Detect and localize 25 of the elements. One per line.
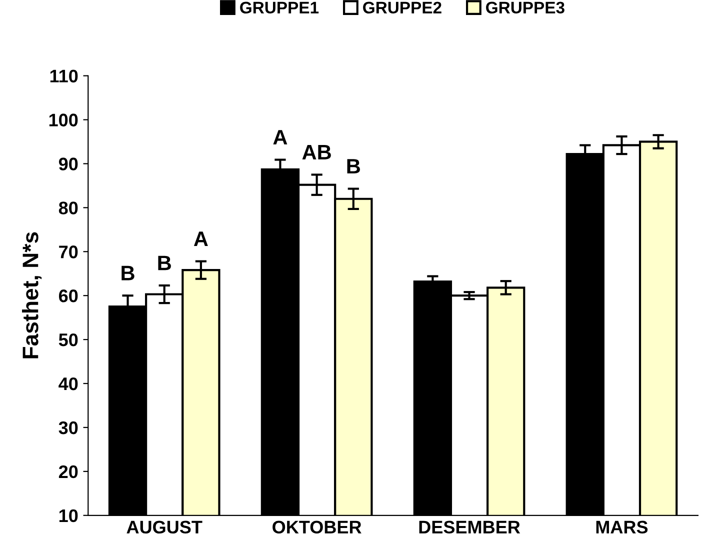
x-tick-label: OKTOBER	[272, 520, 362, 534]
y-tick-label: 50	[58, 333, 78, 346]
y-tick-label: 110	[50, 70, 78, 82]
y-tick-label: 100	[49, 114, 78, 126]
x-tick-label: MARS	[596, 520, 648, 534]
data-label: B	[347, 159, 360, 174]
x-tick-label: DESEMBER	[419, 520, 520, 534]
data-label: B	[158, 256, 171, 270]
data-label: A	[194, 232, 208, 246]
data-label: AB	[302, 145, 331, 160]
legend-label: GRUPPE3	[486, 2, 564, 14]
y-tick-label: 80	[58, 202, 78, 214]
y-tick-label: 70	[59, 246, 78, 258]
data-label: A	[273, 130, 288, 144]
y-tick-label: 30	[58, 421, 78, 434]
legend-label: GRUPPE1	[240, 2, 319, 14]
y-tick-label: 90	[58, 158, 78, 170]
y-tick-label: 20	[58, 465, 78, 478]
x-tick-label: AUGUST	[126, 520, 202, 534]
data-label: B	[122, 266, 134, 280]
y-tick-label: 40	[58, 377, 78, 390]
y-axis-title: Fasthet, N*s	[22, 232, 42, 358]
y-tick-label: 10	[59, 509, 78, 522]
y-tick-label: 60	[58, 290, 78, 302]
legend-label: GRUPPE2	[363, 2, 442, 14]
